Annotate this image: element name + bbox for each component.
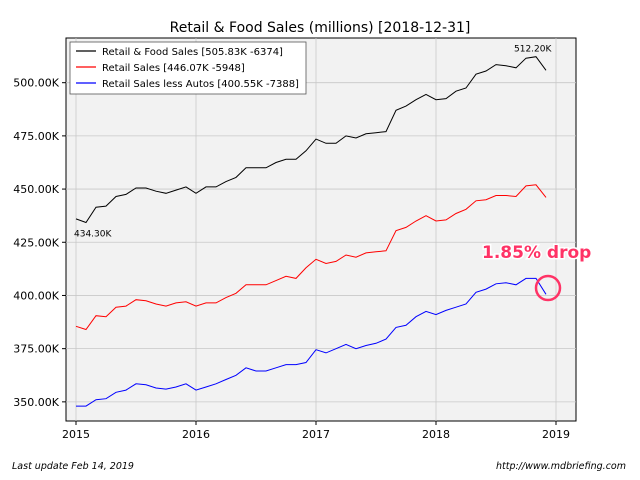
- x-tick-label: 2016: [182, 428, 210, 441]
- low-value-label: 434.30K: [74, 229, 112, 239]
- series-line-retail-less-autos: [76, 277, 547, 407]
- axes: 350.00K 375.00K 400.00K 425.00K 450.00K 475.0…: [13, 77, 570, 441]
- y-tick-label: 350.00K: [13, 396, 59, 409]
- y-tick-label: 425.00K: [13, 236, 59, 249]
- y-tick-label: 400.00K: [13, 289, 59, 302]
- y-tick-label: 450.00K: [13, 183, 59, 196]
- legend-label-retail: Retail Sales [446.07K -5948]: [102, 63, 245, 74]
- footer-source-url: http://www.mdbriefing.com: [495, 461, 626, 472]
- annotations: 434.30K 512.20K 1.85% drop: [74, 45, 593, 302]
- drop-callout-label: 1.85% drop: [482, 243, 591, 263]
- footer-last-update: Last update Feb 14, 2019: [12, 461, 134, 472]
- legend-label-retail-less-autos: Retail Sales less Autos [400.55K -7388]: [102, 79, 299, 90]
- x-tick-label: 2015: [62, 428, 90, 441]
- high-value-label: 512.20K: [514, 45, 552, 55]
- y-tick-label: 475.00K: [13, 130, 59, 143]
- series-line-retail: [75, 184, 547, 331]
- legend-label-retail-food: Retail & Food Sales [505.83K -6374]: [102, 47, 283, 58]
- x-tick-label: 2019: [542, 428, 570, 441]
- x-tick-label: 2018: [422, 428, 450, 441]
- series-lines: [75, 56, 547, 407]
- drop-highlight-circle: [534, 274, 562, 302]
- legend-box: [69, 41, 307, 95]
- y-tick-label: 375.00K: [13, 343, 59, 356]
- y-tick-label: 500.00K: [13, 77, 59, 90]
- chart-title: Retail & Food Sales (millions) [2018-12-…: [170, 20, 471, 36]
- x-tick-label: 2017: [302, 428, 330, 441]
- series-line-retail-food: [75, 56, 547, 224]
- legend: Retail & Food Sales [505.83K -6374] Reta…: [69, 41, 307, 95]
- plot-area: [65, 37, 577, 422]
